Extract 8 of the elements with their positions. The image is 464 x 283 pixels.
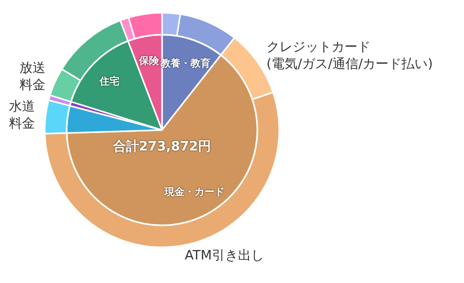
text: 合計273,872円 — [112, 138, 212, 154]
slice-label: 水道料金 — [8, 99, 35, 132]
slice-label: 現金・カード — [163, 186, 224, 198]
slice-label: 放送料金 — [19, 61, 46, 94]
slice-label: ATM引き出し — [184, 248, 264, 264]
slice-label: 保険 — [138, 54, 160, 67]
slice-label: 住宅 — [98, 76, 120, 88]
slice-label: クレジットカード (電気/ガス/通信/カード払い) — [266, 40, 433, 72]
